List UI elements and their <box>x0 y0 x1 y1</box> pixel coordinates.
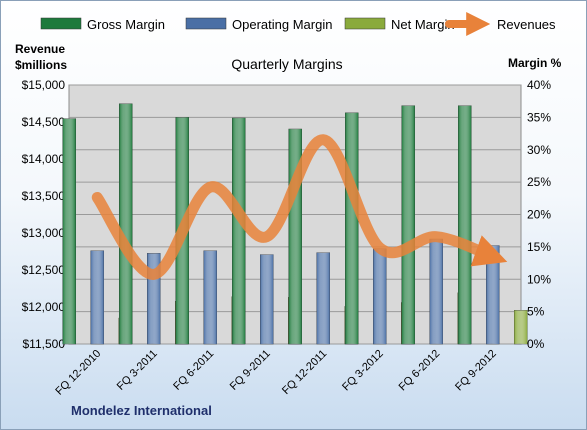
y-right-tick-label: 40% <box>527 78 551 92</box>
legend: Gross Margin Operating Margin Net Margin Re… <box>40 12 556 36</box>
y-right-label: Margin % <box>508 56 562 70</box>
legend-swatch-operating-margin <box>185 17 227 30</box>
x-category-label: FQ 9-2012 <box>453 348 499 394</box>
legend-label-operating-margin: Operating Margin <box>232 17 332 32</box>
y-left-tick-label: $13,000 <box>22 226 66 240</box>
legend-label-gross-margin: Gross Margin <box>87 17 165 32</box>
y-right-tick-label: 25% <box>527 175 551 189</box>
bar-shine <box>119 103 133 344</box>
y-right-tick-label: 15% <box>527 240 551 254</box>
bar-shine <box>429 239 443 344</box>
x-category-label: FQ 12-2010 <box>53 348 103 398</box>
y-left-tick-label: $14,000 <box>22 152 66 166</box>
bar-shine <box>62 118 76 344</box>
bar-shine <box>232 118 246 345</box>
revenues-line <box>91 134 508 280</box>
y-left-tick-label: $12,500 <box>22 263 66 277</box>
plot-area: $11,500 $12,000 $12,500 $13,000 $13,500 $14,0… <box>22 78 552 398</box>
bar-shine <box>260 254 274 344</box>
y-left-tick-label: $13,500 <box>22 189 66 203</box>
bar-shine <box>486 245 500 344</box>
x-category-label: FQ 12-2011 <box>280 348 329 397</box>
bar-shine <box>401 105 415 344</box>
y-right-tick-label: 35% <box>527 110 551 124</box>
x-category-label: FQ 6-2011 <box>171 348 216 393</box>
y-left-tick-label: $12,000 <box>22 300 66 314</box>
y-right-tick-label: 20% <box>527 208 551 222</box>
y-left-tick-label: $11,500 <box>23 337 66 351</box>
bar-shine <box>514 310 528 344</box>
chart-title: Quarterly Margins <box>231 56 342 72</box>
y-left-label-line-2: $millions <box>15 58 67 72</box>
bar-shine <box>345 112 359 344</box>
legend-label-revenues: Revenues <box>497 17 556 32</box>
x-category-label: FQ 3-2011 <box>115 348 160 393</box>
x-category-label: FQ 9-2011 <box>228 348 273 393</box>
bar-shine <box>90 250 104 344</box>
bar-shine <box>316 252 330 344</box>
y-right-tick-label: 10% <box>527 272 551 286</box>
legend-swatch-net-margin <box>344 17 386 30</box>
legend-label-net-margin: Net Margin <box>391 17 455 32</box>
y-right-tick-label: 5% <box>527 305 545 319</box>
y-left-tick-label: $14,500 <box>22 115 66 129</box>
y-left-label-line-1: Revenue <box>15 42 65 56</box>
bar-shine <box>203 250 217 344</box>
y-left-tick-label: $15,000 <box>22 78 66 92</box>
x-category-label: FQ 3-2012 <box>340 348 386 394</box>
bar-shine <box>373 248 387 344</box>
x-category-label: FQ 6-2012 <box>397 348 443 394</box>
y-right-tick-label: 0% <box>527 337 545 351</box>
footer-label: Mondelez International <box>71 403 212 418</box>
y-right-tick-label: 30% <box>527 143 551 157</box>
legend-swatch-gross-margin <box>40 17 82 30</box>
bar-shine <box>458 105 472 344</box>
